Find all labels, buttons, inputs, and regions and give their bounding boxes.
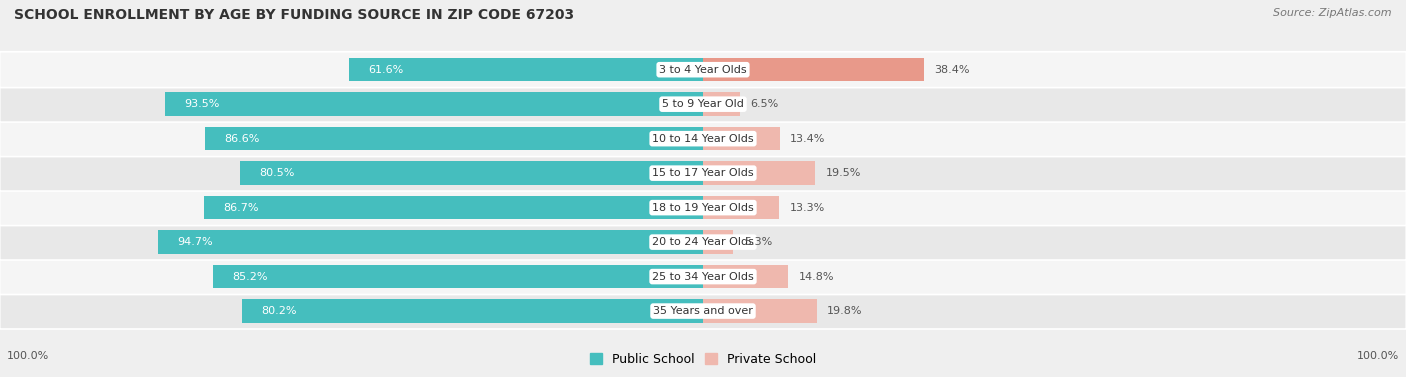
- Text: 10 to 14 Year Olds: 10 to 14 Year Olds: [652, 134, 754, 144]
- Text: 86.7%: 86.7%: [224, 202, 259, 213]
- Text: 19.8%: 19.8%: [827, 306, 863, 316]
- Text: 93.5%: 93.5%: [184, 99, 219, 109]
- Bar: [205, 127, 703, 150]
- Bar: [703, 230, 734, 254]
- Bar: [240, 161, 703, 185]
- Text: 20 to 24 Year Olds: 20 to 24 Year Olds: [652, 237, 754, 247]
- FancyBboxPatch shape: [0, 224, 1406, 260]
- Bar: [703, 299, 817, 323]
- Text: 5 to 9 Year Old: 5 to 9 Year Old: [662, 99, 744, 109]
- Bar: [703, 92, 741, 116]
- FancyBboxPatch shape: [0, 293, 1406, 329]
- Text: SCHOOL ENROLLMENT BY AGE BY FUNDING SOURCE IN ZIP CODE 67203: SCHOOL ENROLLMENT BY AGE BY FUNDING SOUR…: [14, 8, 574, 21]
- FancyBboxPatch shape: [0, 86, 1406, 122]
- FancyBboxPatch shape: [0, 155, 1406, 191]
- Bar: [703, 127, 780, 150]
- Text: 19.5%: 19.5%: [825, 168, 860, 178]
- Bar: [703, 161, 815, 185]
- Text: 25 to 34 Year Olds: 25 to 34 Year Olds: [652, 271, 754, 282]
- Text: 100.0%: 100.0%: [7, 351, 49, 361]
- FancyBboxPatch shape: [0, 52, 1406, 87]
- Bar: [166, 92, 703, 116]
- Text: 38.4%: 38.4%: [934, 65, 970, 75]
- FancyBboxPatch shape: [0, 121, 1406, 156]
- Bar: [242, 299, 703, 323]
- Text: 100.0%: 100.0%: [1357, 351, 1399, 361]
- Bar: [703, 196, 779, 219]
- Text: 85.2%: 85.2%: [232, 271, 267, 282]
- Legend: Public School, Private School: Public School, Private School: [585, 348, 821, 371]
- Text: 3 to 4 Year Olds: 3 to 4 Year Olds: [659, 65, 747, 75]
- Text: 14.8%: 14.8%: [799, 271, 834, 282]
- Text: 35 Years and over: 35 Years and over: [652, 306, 754, 316]
- Bar: [204, 196, 703, 219]
- Text: 61.6%: 61.6%: [368, 65, 404, 75]
- Text: 13.3%: 13.3%: [790, 202, 825, 213]
- Bar: [703, 58, 924, 81]
- FancyBboxPatch shape: [0, 259, 1406, 294]
- Text: 80.2%: 80.2%: [262, 306, 297, 316]
- Text: 15 to 17 Year Olds: 15 to 17 Year Olds: [652, 168, 754, 178]
- Bar: [212, 265, 703, 288]
- Text: 6.5%: 6.5%: [751, 99, 779, 109]
- Text: 13.4%: 13.4%: [790, 134, 825, 144]
- Text: 80.5%: 80.5%: [259, 168, 294, 178]
- Text: 86.6%: 86.6%: [224, 134, 260, 144]
- FancyBboxPatch shape: [0, 190, 1406, 225]
- Text: 5.3%: 5.3%: [744, 237, 772, 247]
- Text: 94.7%: 94.7%: [177, 237, 214, 247]
- Bar: [159, 230, 703, 254]
- Bar: [703, 265, 789, 288]
- Text: Source: ZipAtlas.com: Source: ZipAtlas.com: [1274, 8, 1392, 18]
- Text: 18 to 19 Year Olds: 18 to 19 Year Olds: [652, 202, 754, 213]
- Bar: [349, 58, 703, 81]
